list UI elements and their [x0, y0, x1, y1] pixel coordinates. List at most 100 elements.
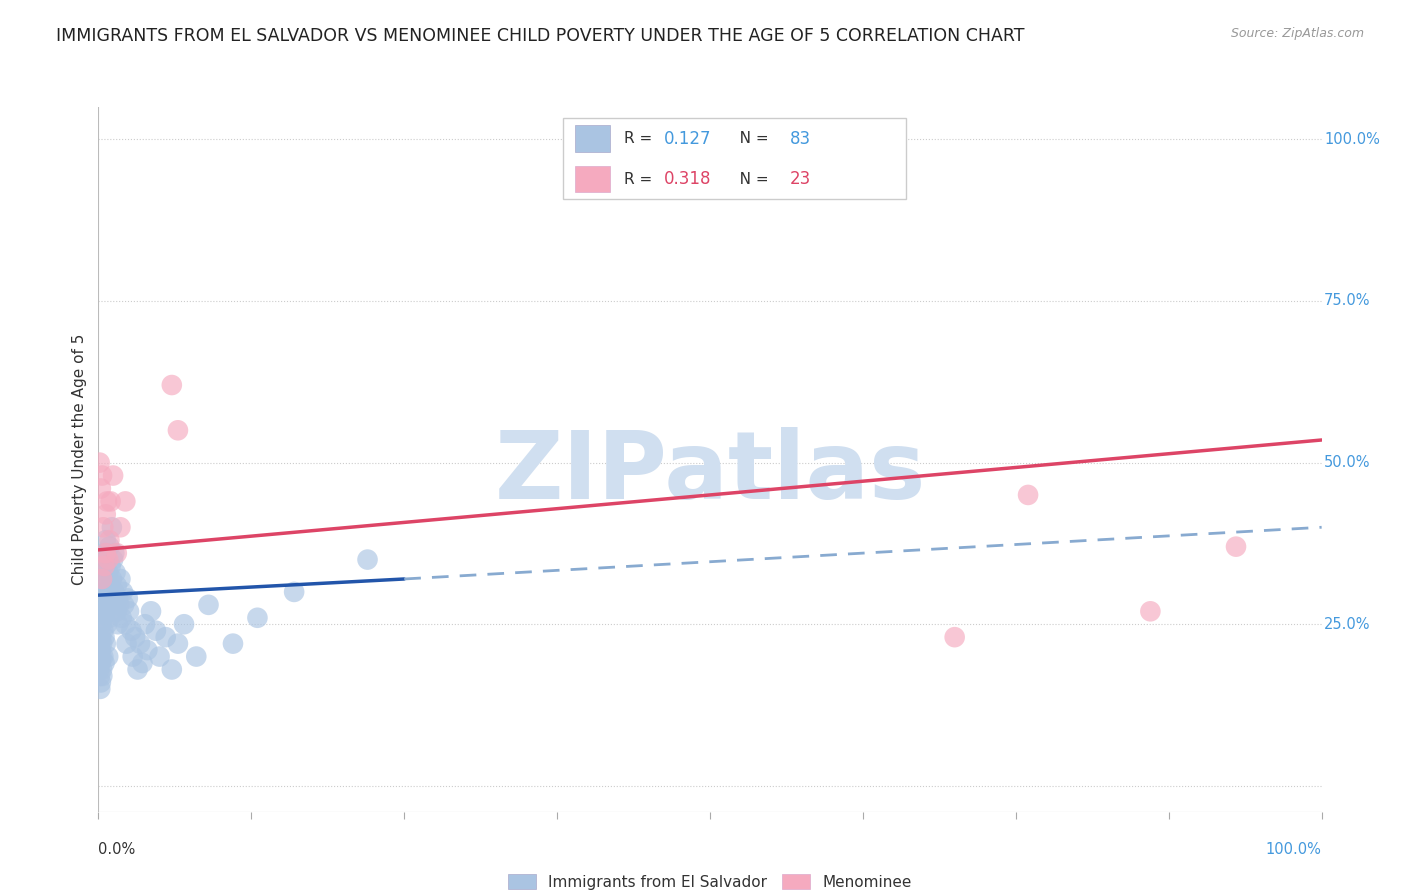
- Point: [100, 559, 122, 574]
- Text: N =: N =: [724, 131, 773, 146]
- Text: ZIPatlas: ZIPatlas: [495, 427, 925, 519]
- Point: [97, 552, 120, 566]
- Point: [89, 637, 111, 651]
- Point: [97, 598, 120, 612]
- Point: [94, 508, 117, 522]
- Point: [101, 520, 124, 534]
- Point: [104, 566, 127, 580]
- Point: [90, 675, 112, 690]
- Point: [134, 617, 156, 632]
- Point: [91, 520, 114, 534]
- Legend: Immigrants from El Salvador, Menominee: Immigrants from El Salvador, Menominee: [502, 868, 918, 892]
- Text: 25.0%: 25.0%: [1324, 616, 1371, 632]
- Y-axis label: Child Poverty Under the Age of 5: Child Poverty Under the Age of 5: [72, 334, 87, 585]
- Point: [98, 611, 121, 625]
- Point: [129, 637, 152, 651]
- Point: [283, 585, 305, 599]
- Point: [96, 617, 118, 632]
- Point: [91, 468, 114, 483]
- Point: [222, 637, 245, 651]
- Point: [98, 578, 121, 592]
- Point: [91, 585, 114, 599]
- Point: [93, 566, 115, 580]
- Point: [101, 552, 124, 566]
- Point: [93, 604, 115, 618]
- Point: [160, 663, 183, 677]
- Point: [93, 656, 115, 670]
- Point: [1139, 604, 1161, 618]
- Point: [173, 617, 195, 632]
- Point: [101, 468, 124, 483]
- Point: [93, 591, 115, 606]
- Point: [118, 604, 141, 618]
- Point: [90, 656, 112, 670]
- Point: [120, 624, 142, 638]
- Bar: [575, 125, 610, 152]
- Point: [91, 611, 114, 625]
- Text: 0.127: 0.127: [664, 129, 711, 147]
- Point: [111, 611, 134, 625]
- Point: [127, 663, 149, 677]
- Point: [90, 617, 112, 632]
- Point: [139, 604, 162, 618]
- Text: 75.0%: 75.0%: [1324, 293, 1371, 309]
- Point: [103, 546, 125, 560]
- Text: 83: 83: [790, 129, 811, 147]
- Point: [90, 630, 112, 644]
- Point: [167, 637, 190, 651]
- Point: [108, 598, 131, 612]
- Point: [114, 617, 136, 632]
- Point: [94, 637, 117, 651]
- Point: [93, 552, 115, 566]
- Point: [943, 630, 966, 644]
- Point: [98, 540, 121, 554]
- Point: [91, 663, 114, 677]
- Text: 0.0%: 0.0%: [98, 842, 135, 857]
- Point: [246, 611, 269, 625]
- Point: [91, 669, 114, 683]
- Point: [107, 591, 129, 606]
- Point: [94, 546, 117, 560]
- Point: [356, 552, 378, 566]
- Point: [103, 585, 125, 599]
- Bar: [575, 166, 610, 193]
- Point: [110, 520, 132, 534]
- Point: [105, 546, 128, 560]
- Text: N =: N =: [724, 171, 773, 186]
- Point: [91, 637, 114, 651]
- Point: [90, 649, 112, 664]
- Text: Source: ZipAtlas.com: Source: ZipAtlas.com: [1230, 27, 1364, 40]
- Point: [105, 578, 128, 592]
- Point: [117, 591, 139, 606]
- Point: [155, 630, 177, 644]
- Point: [90, 482, 112, 496]
- Point: [101, 572, 124, 586]
- Point: [89, 456, 111, 470]
- Point: [89, 669, 111, 683]
- Text: IMMIGRANTS FROM EL SALVADOR VS MENOMINEE CHILD POVERTY UNDER THE AGE OF 5 CORREL: IMMIGRANTS FROM EL SALVADOR VS MENOMINEE…: [56, 27, 1025, 45]
- Point: [96, 494, 118, 508]
- Point: [91, 649, 114, 664]
- Point: [121, 649, 143, 664]
- Point: [111, 585, 134, 599]
- Point: [167, 423, 190, 437]
- Point: [90, 643, 112, 657]
- Point: [96, 552, 118, 566]
- Point: [115, 637, 138, 651]
- Point: [89, 663, 111, 677]
- Text: R =: R =: [624, 171, 658, 186]
- Point: [100, 591, 122, 606]
- Text: 0.318: 0.318: [664, 170, 711, 188]
- Point: [91, 572, 114, 586]
- Point: [1017, 488, 1039, 502]
- Point: [98, 533, 121, 548]
- Point: [107, 617, 129, 632]
- FancyBboxPatch shape: [564, 118, 905, 199]
- Point: [845, 132, 868, 146]
- Point: [160, 378, 183, 392]
- Text: 100.0%: 100.0%: [1265, 842, 1322, 857]
- Point: [91, 598, 114, 612]
- Point: [186, 649, 208, 664]
- Point: [112, 598, 135, 612]
- Point: [110, 572, 132, 586]
